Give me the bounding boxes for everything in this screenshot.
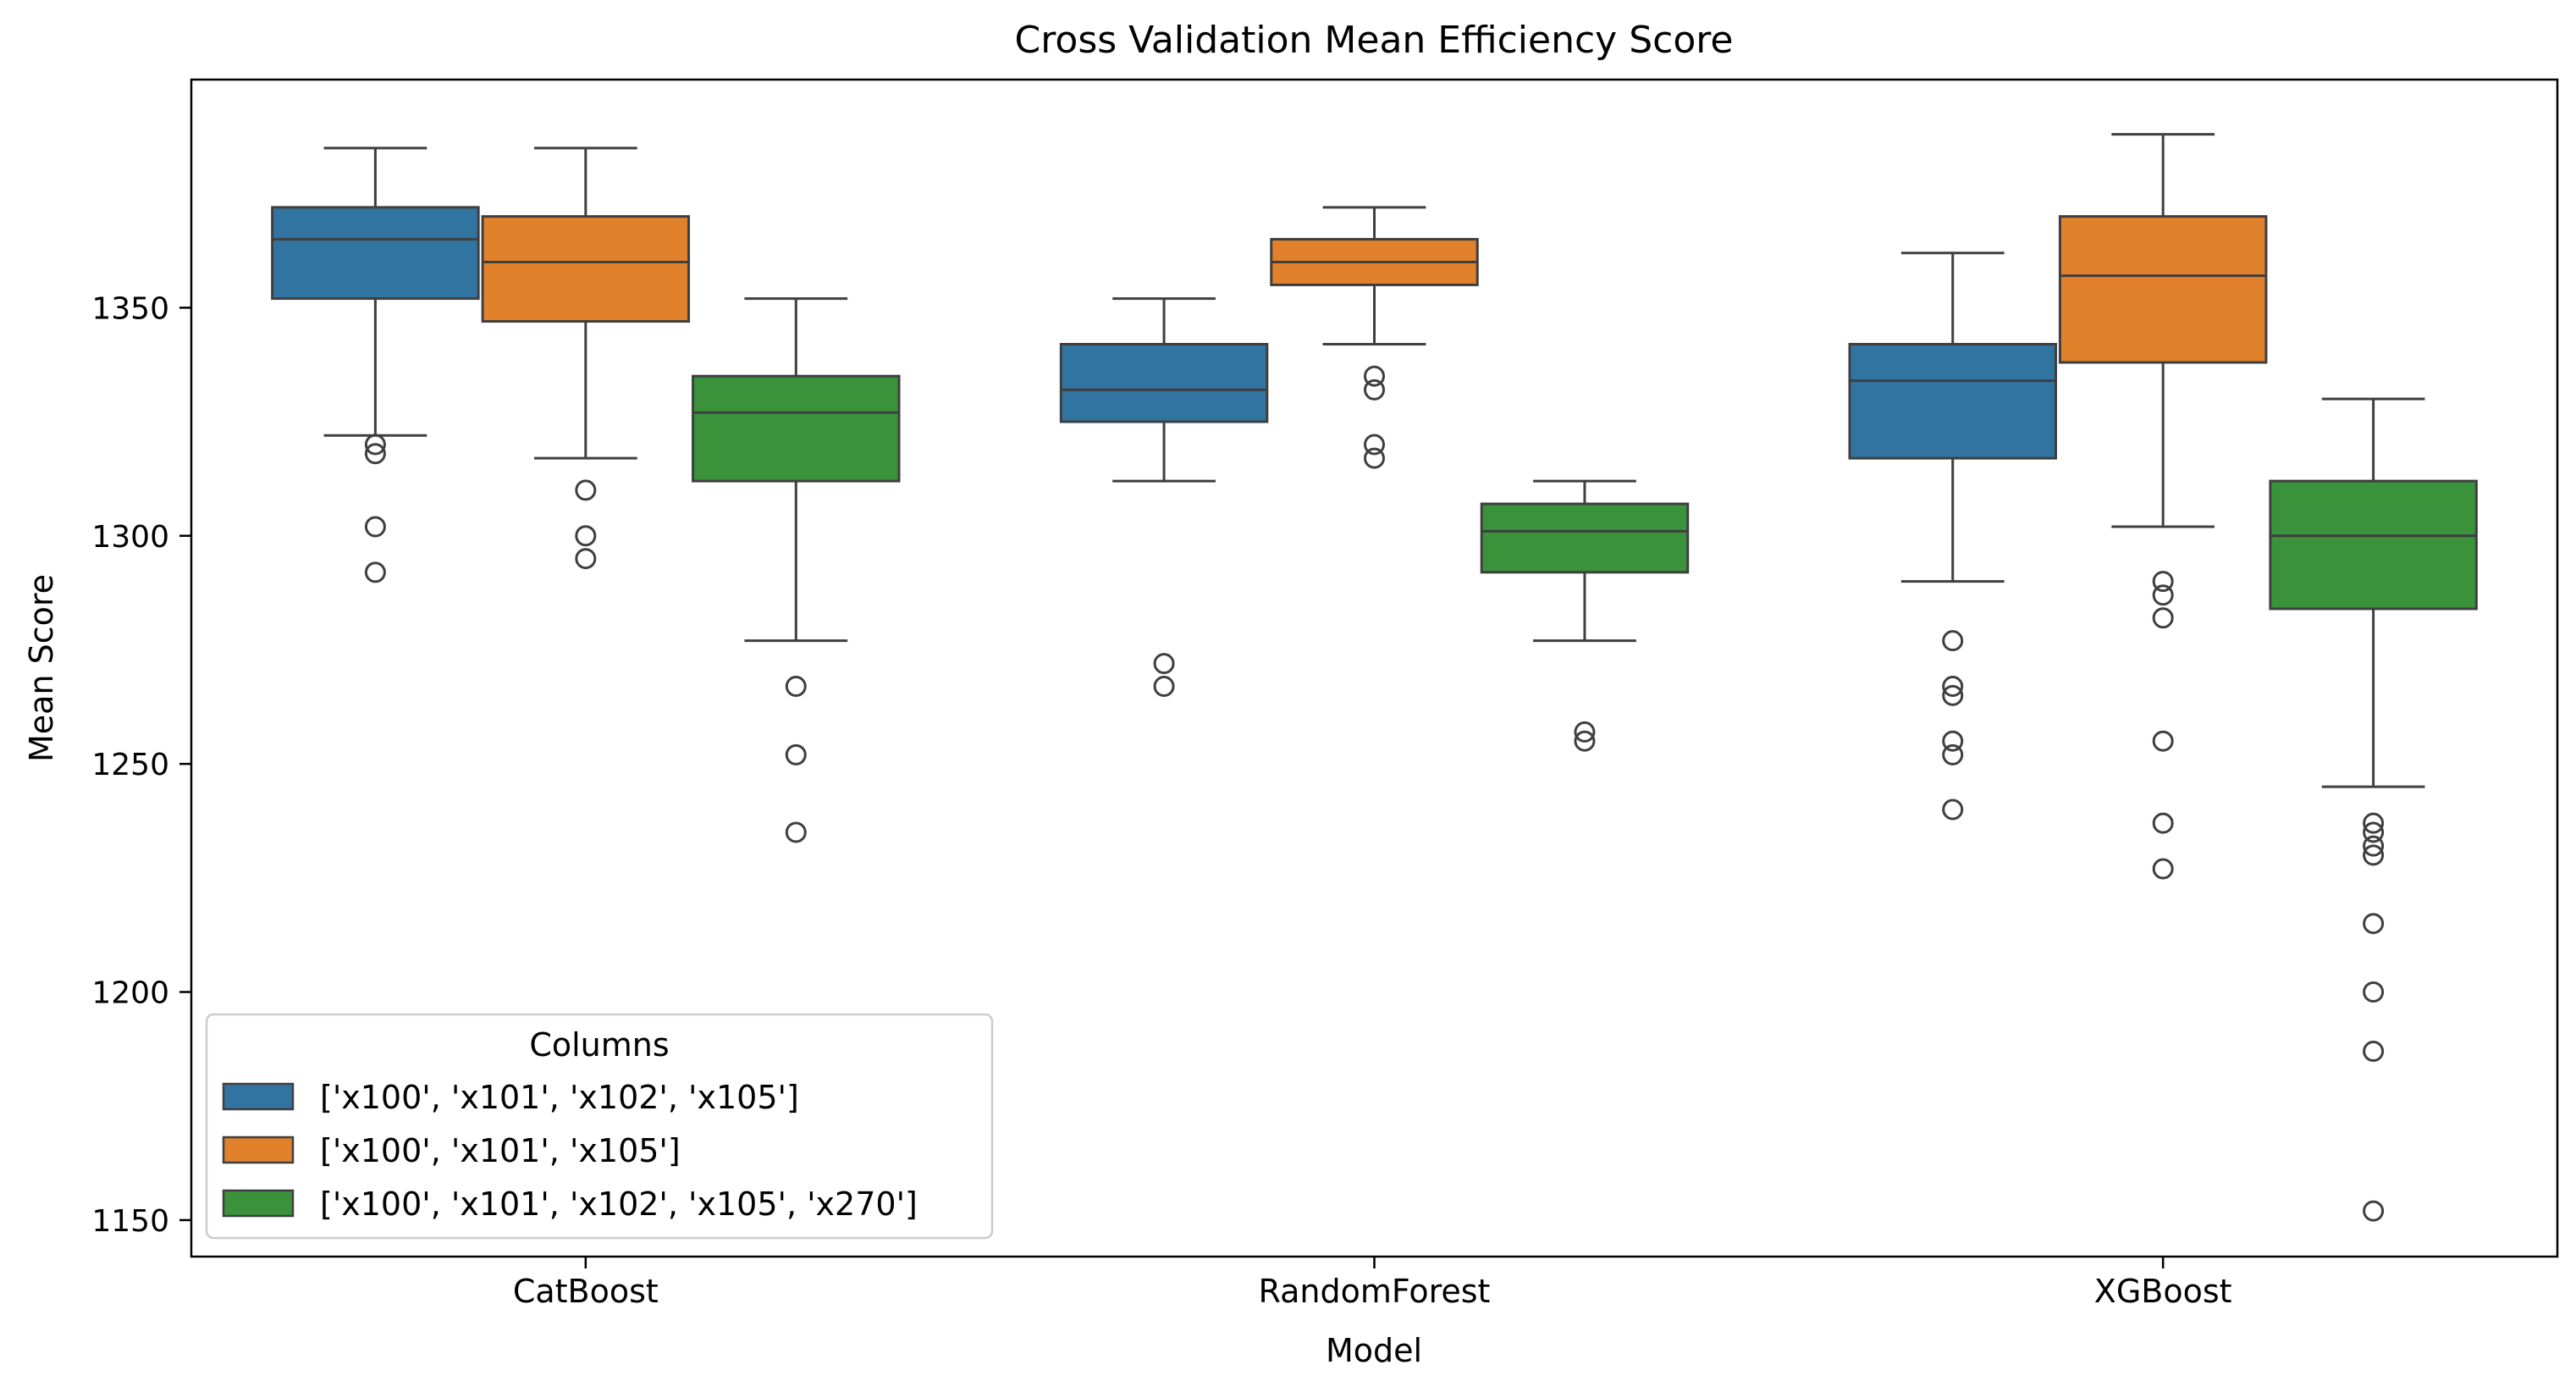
box-group [1848,251,2057,821]
box [2058,215,2268,364]
outlier-point [1942,630,1964,652]
y-tick-label: 1350 [91,291,169,326]
x-tick-label: XGBoost [2094,1273,2232,1310]
y-tick-label: 1300 [91,520,169,555]
outlier-point [1364,365,1385,387]
outlier-point [1364,447,1385,469]
outlier-point [1153,653,1175,675]
legend-frame [205,1013,994,1240]
x-tick-label: CatBoost [513,1273,659,1310]
y-axis-label: Mean Score [23,574,60,762]
box-group [1480,479,1690,752]
box-group [2269,397,2478,1222]
legend-swatch [222,1189,295,1218]
box-group [1059,297,1269,698]
box [2269,479,2478,611]
outlier-point [1574,721,1596,743]
outlier-point [575,525,597,547]
outlier-point [1942,743,1964,765]
box-group [481,146,691,570]
outlier-point [2152,730,2174,752]
chart-title: Cross Validation Mean Efficiency Score [1015,19,1734,62]
outlier-point [785,821,807,843]
outlier-point [2363,835,2385,857]
outlier-point [1574,730,1596,752]
outlier-point [575,548,597,570]
outlier-point [364,443,386,465]
legend-swatch [222,1082,295,1111]
box [1480,502,1690,574]
legend-label: ['x100', 'x101', 'x102', 'x105', 'x270'] [320,1185,918,1223]
box [1059,342,1269,423]
boxes-layer [271,133,2478,1222]
axes-layer: 1150 1200 1250 1300 1350 CatBoost RandomForest… [91,291,2231,1310]
outlier-point [2152,571,2174,593]
outlier-point [2363,821,2385,843]
plot-frame [190,78,2559,1258]
legend-label: ['x100', 'x101', 'x105'] [320,1132,681,1169]
outlier-point [575,479,597,501]
outlier-point [2363,1200,2385,1222]
outlier-point [364,516,386,538]
outlier-point [1942,684,1964,706]
box-group [1270,206,1479,469]
box-group [692,297,901,843]
box-group [2058,133,2268,880]
outlier-point [1942,676,1964,698]
y-tick-label: 1200 [91,976,169,1011]
outlier-point [364,434,386,456]
outlier-point [1942,730,1964,752]
outlier-point [1364,434,1385,456]
box [1848,342,2057,460]
x-axis-label: Model [1326,1332,1422,1369]
outlier-point [2152,584,2174,606]
outlier-point [2363,1041,2385,1063]
outlier-point [1364,379,1385,401]
outlier-point [785,676,807,698]
outlier-point [1153,676,1175,698]
outlier-point [364,561,386,583]
legend: Columns ['x100', 'x101', 'x102', 'x105']… [205,1013,994,1240]
outlier-point [2152,812,2174,834]
outlier-point [2363,844,2385,866]
x-tick-label: RandomForest [1259,1273,1491,1310]
box-group [271,146,480,583]
outlier-point [785,743,807,765]
legend-entries: ['x100', 'x101', 'x102', 'x105'] ['x100',… [222,1079,918,1223]
y-tick-label: 1250 [91,748,169,782]
box [271,206,480,301]
y-tick-label: 1150 [91,1204,169,1239]
legend-swatch [222,1136,295,1164]
outlier-point [2152,858,2174,880]
outlier-point [1942,798,1964,821]
outlier-point [2363,812,2385,834]
box [692,374,901,483]
outlier-point [2152,607,2174,629]
outlier-point [2363,981,2385,1003]
legend-title: Columns [529,1026,669,1064]
outlier-point [2363,913,2385,935]
legend-label: ['x100', 'x101', 'x102', 'x105'] [320,1079,799,1116]
box [481,215,691,323]
